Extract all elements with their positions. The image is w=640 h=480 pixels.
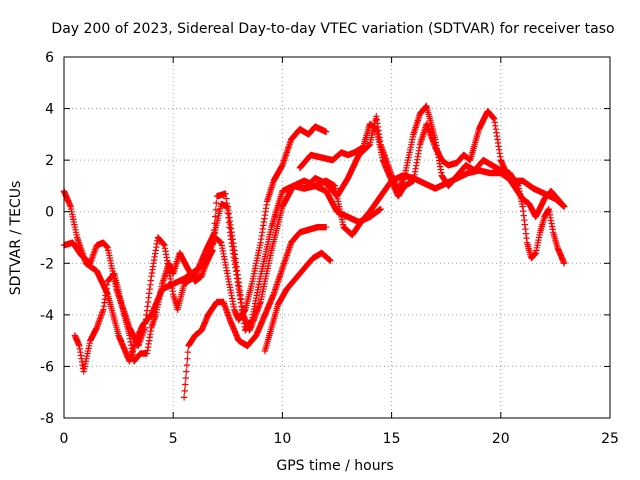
data-point-markers [180,224,330,401]
series-pass-7 [301,102,568,267]
y-tick-label: 2 [45,153,54,169]
chart-title: Day 200 of 2023, Sidereal Day-to-day VTE… [51,21,614,37]
x-axis-tick-labels: 0 5 10 15 20 25 [60,431,619,447]
y-tick-label: -6 [40,359,54,375]
y-tick-label: -2 [40,256,54,272]
plot-frame [63,56,611,419]
y-tick-label: 6 [45,50,54,66]
data-points [60,102,568,401]
x-tick-label: 5 [169,431,178,447]
series-pass-4 [180,224,330,401]
x-tick-label: 0 [60,431,69,447]
y-tick-label: -8 [40,411,54,427]
x-tick-label: 25 [601,431,619,447]
x-tick-label: 10 [273,431,291,447]
y-tick-label: 4 [45,102,54,118]
y-tick-label: -4 [40,308,54,324]
data-point-markers [261,249,334,355]
x-tick-label: 15 [383,431,401,447]
y-axis-label: SDTVAR / TECUs [8,181,24,296]
series-pass-5 [261,249,334,355]
y-tick-label: 0 [45,205,54,221]
data-point-markers [71,123,330,375]
series-pass-3 [71,123,330,375]
data-point-markers [301,102,568,267]
x-axis-label: GPS time / hours [276,458,393,474]
y-axis-tick-labels: -8 -6 -4 -2 0 2 4 6 [40,50,54,427]
axis-ticks [63,56,611,419]
x-tick-label: 20 [492,431,510,447]
